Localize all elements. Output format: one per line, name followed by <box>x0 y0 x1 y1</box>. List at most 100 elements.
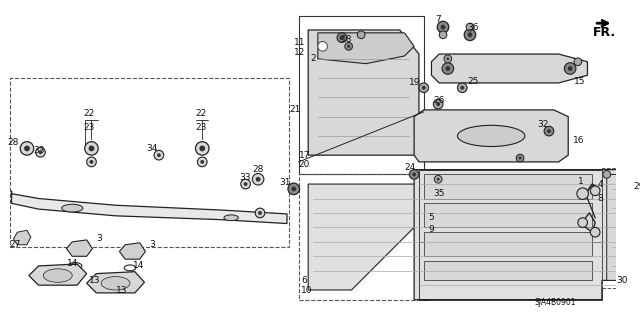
Polygon shape <box>12 191 287 224</box>
Circle shape <box>433 99 443 109</box>
Text: 13: 13 <box>88 276 100 285</box>
Text: 11: 11 <box>294 38 305 47</box>
Circle shape <box>244 182 248 186</box>
Bar <box>298 174 429 300</box>
Circle shape <box>24 145 30 151</box>
Text: 18: 18 <box>341 35 353 44</box>
Text: 14: 14 <box>133 261 144 271</box>
Circle shape <box>458 83 467 93</box>
Text: 2: 2 <box>310 54 316 63</box>
Circle shape <box>241 179 250 189</box>
Bar <box>10 78 289 247</box>
Text: 9: 9 <box>429 225 435 234</box>
Bar <box>424 232 592 256</box>
Text: 21: 21 <box>289 105 300 115</box>
Text: 33: 33 <box>239 173 250 182</box>
Text: 15: 15 <box>574 77 586 85</box>
Circle shape <box>200 160 204 164</box>
Text: 8: 8 <box>597 194 603 203</box>
Text: 20: 20 <box>298 160 310 169</box>
Circle shape <box>439 31 447 39</box>
Polygon shape <box>13 230 31 245</box>
Polygon shape <box>318 33 414 64</box>
Circle shape <box>442 63 454 74</box>
Polygon shape <box>414 110 568 162</box>
Circle shape <box>435 175 442 183</box>
Circle shape <box>154 150 164 160</box>
Circle shape <box>195 142 209 155</box>
Circle shape <box>444 55 452 63</box>
Circle shape <box>199 145 205 151</box>
Text: 6: 6 <box>301 276 307 285</box>
Text: 31: 31 <box>279 178 291 187</box>
Text: 24: 24 <box>404 163 416 172</box>
Text: 12: 12 <box>294 48 305 56</box>
Text: 26: 26 <box>433 96 445 105</box>
Text: 28: 28 <box>252 165 264 174</box>
Circle shape <box>412 173 416 176</box>
Circle shape <box>460 86 464 90</box>
Circle shape <box>255 208 265 218</box>
Circle shape <box>345 42 353 50</box>
Bar <box>424 261 592 280</box>
Polygon shape <box>86 272 145 293</box>
Ellipse shape <box>458 125 525 146</box>
Circle shape <box>347 45 350 48</box>
Circle shape <box>252 174 264 185</box>
Circle shape <box>445 66 450 71</box>
Circle shape <box>436 178 440 181</box>
Circle shape <box>436 102 440 106</box>
Circle shape <box>577 188 588 199</box>
Circle shape <box>422 86 426 90</box>
Text: 3: 3 <box>96 234 102 243</box>
Circle shape <box>590 186 600 196</box>
Bar <box>602 168 640 288</box>
Circle shape <box>339 35 344 40</box>
Circle shape <box>564 63 576 74</box>
Ellipse shape <box>44 269 72 282</box>
Text: 34: 34 <box>147 144 158 153</box>
Text: 14: 14 <box>67 259 79 269</box>
Text: 28: 28 <box>8 138 19 147</box>
Circle shape <box>318 41 328 51</box>
Circle shape <box>544 126 554 136</box>
Circle shape <box>357 31 365 39</box>
Circle shape <box>574 58 582 66</box>
Circle shape <box>518 157 522 160</box>
Circle shape <box>590 227 600 237</box>
Text: 19: 19 <box>410 78 421 87</box>
Circle shape <box>468 32 472 37</box>
Circle shape <box>337 33 347 42</box>
Circle shape <box>256 177 260 182</box>
Circle shape <box>622 283 626 287</box>
Bar <box>298 16 424 174</box>
Polygon shape <box>120 243 145 259</box>
Circle shape <box>578 218 588 227</box>
Circle shape <box>86 157 96 167</box>
Ellipse shape <box>101 277 130 290</box>
Polygon shape <box>308 184 424 290</box>
Circle shape <box>197 157 207 167</box>
Text: 23: 23 <box>195 123 207 132</box>
Text: 22: 22 <box>84 109 95 118</box>
Text: 25: 25 <box>467 77 479 85</box>
Ellipse shape <box>61 204 83 212</box>
Text: 32: 32 <box>538 120 548 129</box>
Circle shape <box>440 25 445 29</box>
Circle shape <box>446 57 449 60</box>
Text: 30: 30 <box>616 276 628 285</box>
Polygon shape <box>431 54 588 83</box>
Text: 13: 13 <box>116 286 127 295</box>
Text: 10: 10 <box>301 286 313 295</box>
Text: 35: 35 <box>433 189 445 198</box>
Text: 23: 23 <box>84 123 95 132</box>
Circle shape <box>603 171 611 178</box>
Circle shape <box>620 280 629 290</box>
Circle shape <box>629 192 633 196</box>
Text: 29: 29 <box>634 182 640 191</box>
Circle shape <box>288 183 300 195</box>
Circle shape <box>437 21 449 33</box>
Polygon shape <box>29 264 86 285</box>
Polygon shape <box>67 240 92 256</box>
Circle shape <box>38 150 42 154</box>
